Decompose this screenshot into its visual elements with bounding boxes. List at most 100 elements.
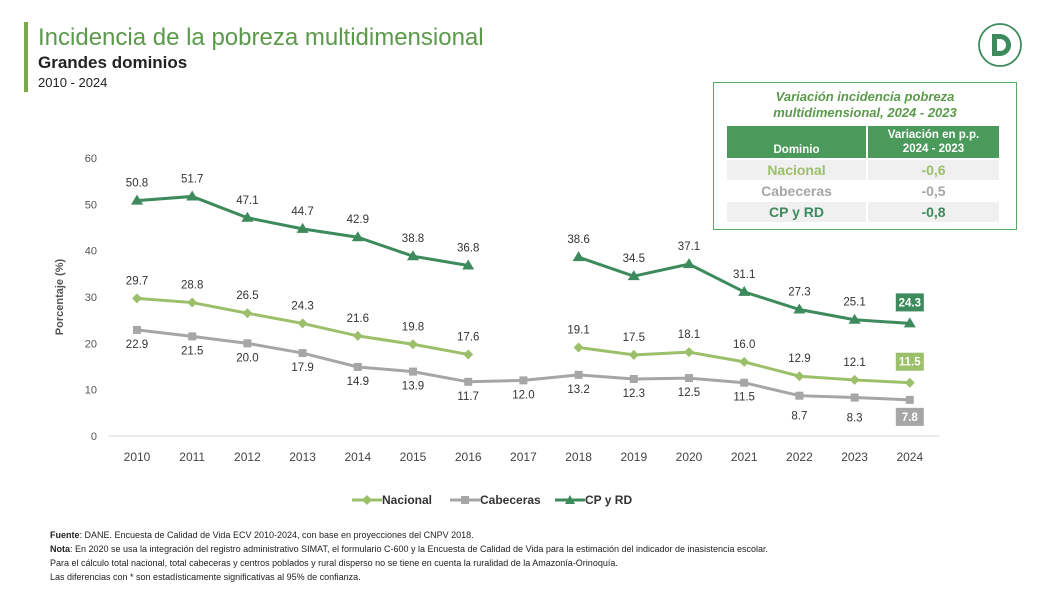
footnote-nota: Nota: En 2020 se usa la integración del … (50, 544, 768, 554)
legend-nacional-label: Nacional (382, 493, 433, 507)
variation-title-line1: Variación incidencia pobreza (775, 89, 955, 104)
data-label: 29.7 (126, 275, 148, 287)
series-line-0 (136, 296, 469, 356)
legend-cpyrd-label: CP y RD (585, 493, 633, 507)
period-label: 2010 - 2024 (38, 75, 108, 90)
data-label: 21.5 (181, 345, 203, 357)
series-line-0 (578, 346, 910, 385)
data-label: 11.5 (899, 357, 921, 369)
legend-cabeceras-label: Cabeceras (480, 493, 541, 507)
point-cpyrd (296, 222, 309, 233)
legend-cabeceras-marker-icon (450, 496, 480, 504)
y-tick-label: 20 (85, 338, 97, 350)
last-value-box (895, 352, 924, 371)
y-axis-title: Porcentaje (%) (54, 258, 66, 335)
legend-cpyrd: CP y RD (555, 493, 632, 507)
x-tick-label: 2023 (841, 450, 868, 464)
data-label: 36.8 (457, 242, 479, 254)
data-label: 16.0 (733, 339, 755, 351)
footnote-source-text: : DANE. Encuesta de Calidad de Vida ECV … (79, 530, 474, 540)
point-cabeceras (629, 375, 638, 384)
point-cpyrd (848, 313, 861, 324)
last-value-box (895, 293, 924, 312)
x-tick-label: 2012 (234, 450, 261, 464)
point-cabeceras (905, 395, 914, 404)
x-tick-label: 2024 (896, 450, 923, 464)
x-tick-label: 2011 (179, 450, 205, 464)
footnote-line4: Las diferencias con * son estadísticamen… (50, 572, 361, 582)
data-label: 50.8 (126, 178, 148, 190)
title-accent-bar (24, 22, 28, 92)
point-nacional (739, 356, 750, 367)
last-value-box (895, 407, 924, 426)
row-nacional-domain: Nacional (727, 160, 866, 180)
y-tick-label: 50 (85, 199, 97, 211)
data-label: 13.9 (402, 381, 424, 393)
data-label: 22.9 (126, 339, 148, 351)
point-nacional (904, 377, 915, 388)
point-nacional (187, 297, 198, 308)
series-line-1 (136, 328, 910, 402)
data-label: 31.1 (733, 269, 755, 281)
data-label: 21.6 (347, 313, 369, 325)
data-label: 20.0 (236, 352, 258, 364)
point-cabeceras (850, 393, 859, 402)
variation-table: Variación incidencia pobreza multidimens… (713, 82, 1017, 230)
point-nacional (242, 308, 253, 319)
legend-nacional-marker-icon (352, 495, 382, 505)
data-label: 17.6 (457, 331, 479, 343)
variation-col-value: Variación en p.p. 2024 - 2023 (868, 126, 999, 158)
point-cpyrd (407, 250, 419, 261)
variation-col-value-line2: 2024 - 2023 (902, 143, 965, 155)
x-tick-label: 2016 (455, 450, 482, 464)
x-tick-label: 2014 (344, 450, 371, 464)
point-cpyrd (462, 259, 475, 270)
row-cabeceras-domain: Cabeceras (727, 181, 866, 201)
data-label: 19.8 (402, 321, 424, 333)
point-cabeceras (243, 339, 252, 348)
row-cpyrd-value: -0,8 (868, 202, 999, 222)
data-label: 12.0 (512, 389, 534, 401)
data-label: 17.5 (623, 332, 645, 344)
data-label: 28.8 (181, 280, 203, 292)
point-cabeceras (409, 367, 417, 376)
point-cabeceras (353, 362, 362, 371)
series-line-2 (578, 255, 910, 325)
x-tick-label: 2017 (510, 450, 537, 464)
data-label: 12.5 (678, 387, 700, 399)
data-label: 25.1 (843, 297, 865, 309)
point-nacional (297, 318, 308, 329)
x-tick-label: 2021 (731, 450, 758, 464)
row-cabeceras-value: -0,5 (868, 181, 999, 201)
point-cpyrd (903, 317, 916, 328)
point-nacional (849, 374, 860, 385)
data-label: 24.3 (899, 297, 921, 309)
series-line-2 (136, 194, 469, 267)
row-cpyrd-domain: CP y RD (727, 202, 866, 222)
x-tick-label: 2015 (400, 450, 427, 464)
data-label: 12.9 (788, 353, 810, 365)
point-cpyrd (627, 270, 640, 281)
variation-table-title: Variación incidencia pobreza multidimens… (714, 89, 1016, 121)
point-nacional (573, 342, 584, 353)
point-cpyrd (131, 194, 143, 205)
y-tick-label: 60 (85, 153, 97, 165)
point-cabeceras (685, 374, 693, 383)
point-cpyrd (186, 190, 199, 201)
variation-col-value-line1: Variación en p.p. (887, 129, 980, 141)
footnote-source: Fuente: DANE. Encuesta de Calidad de Vid… (50, 530, 474, 540)
legend-cpyrd-marker-icon (555, 495, 585, 504)
point-cabeceras (795, 391, 804, 400)
point-nacional (132, 293, 142, 304)
point-cabeceras (519, 376, 528, 385)
data-label: 11.7 (457, 391, 479, 403)
y-tick-label: 30 (85, 292, 97, 304)
data-label: 42.9 (347, 214, 369, 226)
row-nacional-value: -0,6 (868, 160, 999, 180)
point-cpyrd (738, 285, 751, 296)
point-cabeceras (574, 370, 583, 379)
data-label: 44.7 (291, 206, 313, 218)
point-cabeceras (740, 378, 749, 387)
data-label: 7.8 (902, 412, 919, 424)
data-label: 38.6 (567, 234, 589, 246)
